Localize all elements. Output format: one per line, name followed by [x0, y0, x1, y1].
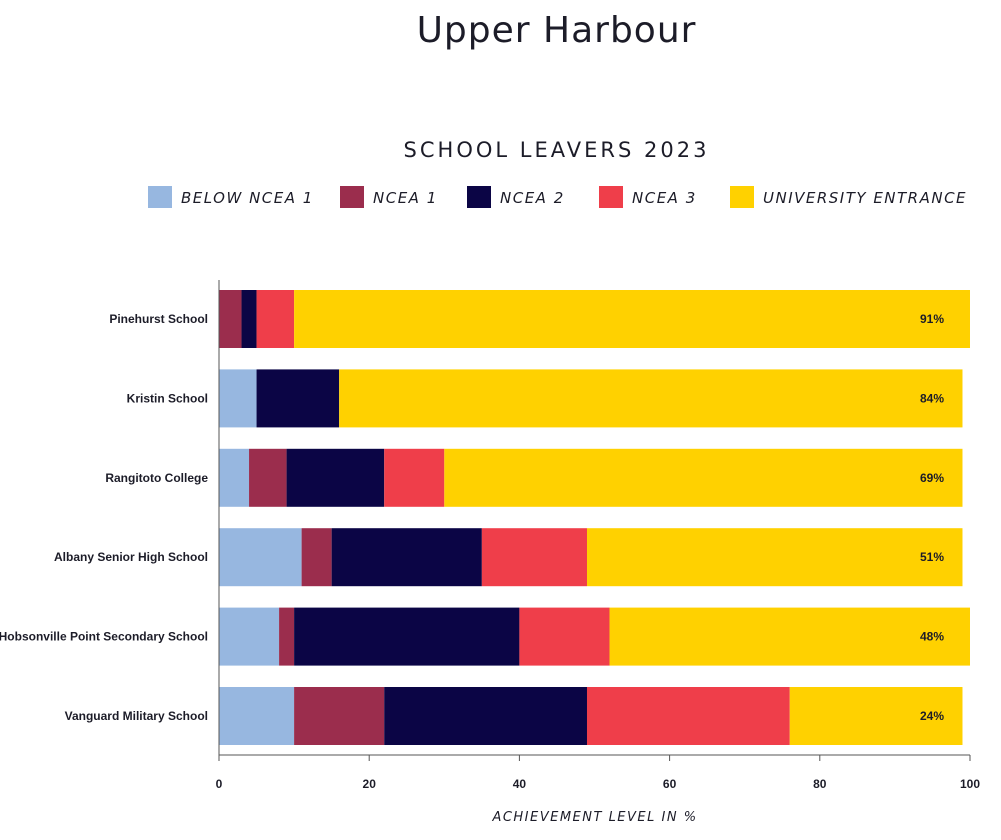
bar-segment-below-ncea-1 [219, 448, 250, 507]
bar-segment-below-ncea-1 [219, 369, 257, 428]
bar-row-hobsonville-point-secondary-school: 48% Hobsonville Point Secondary School [0, 607, 970, 666]
bars: 91% Pinehurst School 84% Kristin School 69% R… [0, 290, 971, 745]
bar-segment-ncea-2 [241, 290, 257, 348]
category-label: Hobsonville Point Secondary School [0, 630, 208, 644]
bar-segment-ncea-3 [384, 448, 445, 507]
x-tick-label: 80 [813, 777, 827, 791]
bar-segment-ncea-1 [294, 687, 385, 745]
bar-segment-ncea-2 [331, 528, 482, 587]
legend-swatch-ncea-1 [340, 186, 364, 208]
bar-segment-ncea-1 [249, 448, 287, 507]
legend-label-ncea-3: NCEA 3 [632, 189, 697, 207]
bar-segment-ncea-2 [256, 369, 340, 428]
bar-segment-below-ncea-1 [219, 528, 302, 587]
category-label: Kristin School [127, 391, 208, 405]
bar-row-kristin-school: 84% Kristin School [127, 369, 963, 428]
axes: 0 20 40 60 80 100 [216, 280, 980, 791]
bar-segment-university-entrance [444, 448, 963, 507]
data-label: 24% [920, 709, 944, 723]
legend-label-ncea-2: NCEA 2 [500, 189, 565, 207]
legend-label-below-ncea-1: BELOW NCEA 1 [181, 189, 314, 207]
legend: BELOW NCEA 1 NCEA 1 NCEA 2 NCEA 3 UNIVERSITY… [148, 186, 967, 208]
data-label: 48% [920, 630, 944, 644]
data-label: 69% [920, 471, 944, 485]
category-label: Albany Senior High School [54, 550, 208, 564]
bar-segment-below-ncea-1 [219, 687, 295, 745]
legend-swatch-below-ncea-1 [148, 186, 172, 208]
bar-row-vanguard-military-school: 24% Vanguard Military School [65, 687, 963, 745]
data-label: 84% [920, 391, 944, 405]
bar-segment-ncea-3 [256, 290, 295, 348]
chart-title: SCHOOL LEAVERS 2023 [403, 138, 710, 162]
legend-swatch-ncea-2 [467, 186, 491, 208]
x-tick-label: 60 [663, 777, 677, 791]
bar-segment-ncea-1 [279, 607, 295, 666]
bar-segment-ncea-3 [586, 687, 790, 745]
x-tick-label: 40 [513, 777, 527, 791]
bar-segment-ncea-3 [481, 528, 587, 587]
bar-segment-ncea-2 [294, 607, 520, 666]
bar-segment-university-entrance [339, 369, 963, 428]
legend-swatch-ncea-3 [599, 186, 623, 208]
page-title: Upper Harbour [416, 10, 697, 51]
x-tick-label: 100 [960, 777, 980, 791]
data-label: 91% [920, 312, 944, 326]
category-label: Pinehurst School [109, 312, 208, 326]
category-label: Rangitoto College [105, 471, 208, 485]
x-tick-label: 0 [216, 777, 223, 791]
bar-segment-ncea-2 [286, 448, 385, 507]
legend-label-ncea-1: NCEA 1 [373, 189, 438, 207]
x-axis-label: ACHIEVEMENT LEVEL IN % [491, 810, 697, 825]
bar-segment-ncea-2 [384, 687, 587, 745]
bar-row-albany-senior-high-school: 51% Albany Senior High School [54, 528, 963, 587]
data-label: 51% [920, 550, 944, 564]
legend-swatch-university-entrance [730, 186, 754, 208]
bar-segment-below-ncea-1 [219, 607, 280, 666]
bar-segment-ncea-3 [519, 607, 610, 666]
legend-label-university-entrance: UNIVERSITY ENTRANCE [763, 189, 967, 207]
bar-segment-university-entrance [294, 290, 971, 348]
bar-segment-ncea-1 [219, 290, 242, 348]
category-label: Vanguard Military School [65, 709, 208, 723]
bar-segment-ncea-1 [301, 528, 332, 587]
bar-segment-university-entrance [586, 528, 963, 587]
bar-row-rangitoto-college: 69% Rangitoto College [105, 448, 963, 507]
bar-row-pinehurst-school: 91% Pinehurst School [109, 290, 971, 348]
x-tick-label: 20 [363, 777, 377, 791]
bar-segment-university-entrance [609, 607, 970, 666]
bar-segment-university-entrance [789, 687, 963, 745]
